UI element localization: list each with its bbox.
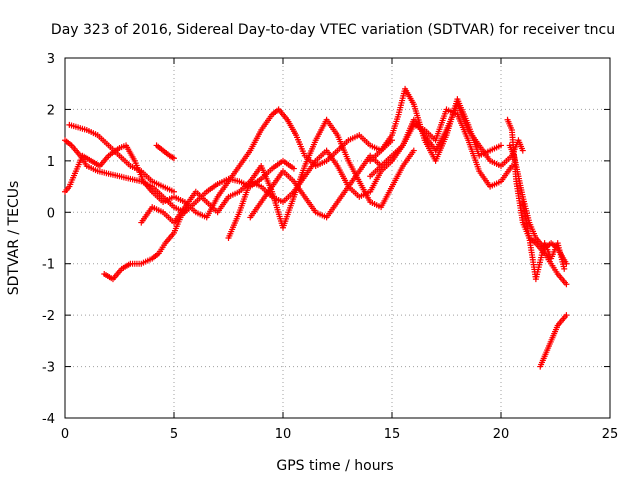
x-axis-label: GPS time / hours: [276, 458, 393, 474]
data-point: [563, 312, 570, 319]
x-tick-label: 20: [493, 427, 510, 442]
y-tick-label: -2: [42, 309, 55, 324]
x-tick-label: 0: [61, 427, 69, 442]
series-track-10: [367, 101, 526, 180]
x-tick-label: 25: [602, 427, 619, 442]
data-point: [498, 142, 504, 149]
series-track-6: [138, 147, 395, 226]
plot-frame: [64, 57, 611, 419]
y-tick-label: 0: [47, 206, 55, 221]
y-tick-label: 3: [47, 52, 55, 67]
axis-ticks: 0 5 10 15 20 25 -4 -3 -2 -1 0 1 2 3: [42, 52, 618, 442]
data-point: [410, 147, 417, 154]
series-track-5: [101, 204, 191, 283]
series-track-2: [62, 106, 395, 221]
series-track-8: [247, 152, 385, 221]
data-point: [563, 281, 570, 288]
series-track-15: [537, 312, 570, 370]
data-point: [389, 137, 395, 144]
y-tick-label: -4: [42, 412, 55, 427]
x-tick-label: 10: [275, 427, 292, 442]
x-tick-label: 15: [384, 427, 401, 442]
data-point: [171, 188, 177, 195]
x-tick-label: 5: [170, 427, 178, 442]
series-track-7: [225, 116, 417, 241]
y-axis-label: SDTVAR / TECUs: [6, 181, 22, 296]
series-track-4: [153, 142, 177, 162]
data-point: [290, 165, 297, 172]
y-tick-label: -3: [42, 361, 55, 376]
data-point: [561, 265, 568, 272]
data-point: [171, 155, 177, 162]
data-point: [519, 147, 526, 154]
y-tick-label: 1: [47, 155, 55, 170]
data-points: [62, 85, 570, 370]
series-track-14: [519, 199, 568, 283]
y-tick-label: -1: [42, 258, 55, 273]
chart-title: Day 323 of 2016, Sidereal Day-to-day VTE…: [51, 22, 615, 38]
series-track-3: [66, 121, 177, 195]
series-track-11: [389, 106, 515, 190]
y-tick-label: 2: [47, 103, 55, 118]
